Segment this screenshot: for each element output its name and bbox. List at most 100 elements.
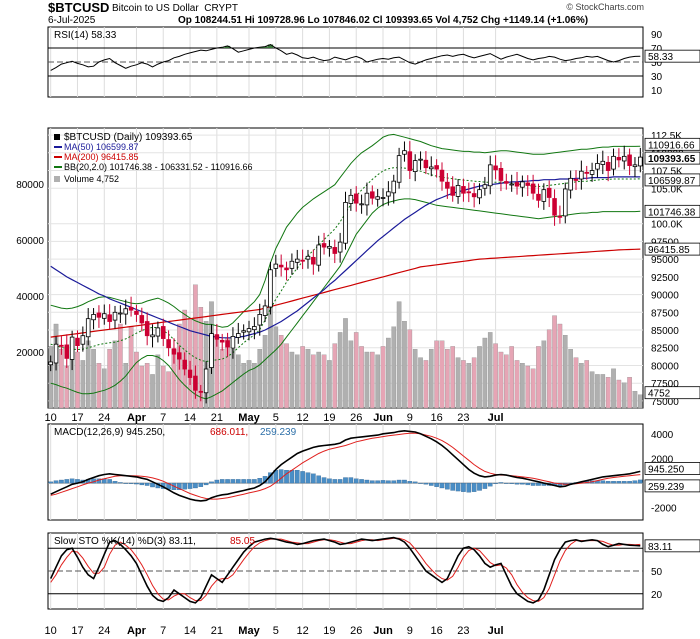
macd-histogram-bar — [632, 480, 638, 484]
volume-bar — [160, 365, 166, 409]
volume-bar — [525, 365, 531, 409]
ma50-line — [50, 176, 641, 339]
candle-body — [504, 181, 509, 184]
x-tick-label-bottom: May — [238, 625, 260, 637]
volume-bar — [589, 371, 595, 409]
legend-swatch-bb — [54, 166, 62, 168]
chart-date: 6-Jul-2025 — [48, 15, 96, 26]
x-tick-label-bottom: 17 — [71, 625, 83, 637]
marker-ma50-box — [644, 173, 700, 187]
candle-body — [487, 164, 493, 187]
macd-value-label: 945.250 — [648, 464, 685, 475]
candle-body — [466, 191, 472, 194]
macd-histogram-bar — [278, 469, 284, 484]
macd-histogram-bar — [118, 482, 123, 484]
volume-tick-label: 20000 — [16, 348, 44, 359]
candle-body — [305, 255, 311, 260]
volume-bar — [536, 346, 541, 409]
macd-signal-line — [50, 432, 641, 500]
price-legend-title: $BTCUSD (Daily) 109393.65 — [64, 132, 193, 143]
candle-body — [434, 165, 439, 170]
x-tick-label: 12 — [296, 412, 308, 424]
volume-legend: Volume 4,752 — [64, 174, 119, 184]
candle-body — [455, 185, 461, 197]
volume-bar — [562, 335, 568, 409]
volume-bar — [611, 368, 616, 409]
candle-body — [112, 311, 118, 321]
macd-tick-label: 4000 — [651, 430, 674, 441]
price-tick-label: 95000 — [651, 255, 679, 266]
x-tick-label: 26 — [350, 412, 362, 424]
macd-histogram-bar — [219, 479, 225, 484]
volume-bar — [627, 377, 632, 409]
marker-bb-upper: 110916.66 — [648, 140, 695, 151]
candle-body — [128, 306, 134, 311]
candle-body — [536, 193, 541, 201]
macd-histogram-bar — [611, 481, 616, 484]
price-tick-label: 92500 — [651, 273, 679, 284]
candle-body — [59, 344, 64, 347]
marker-close-box — [644, 151, 700, 165]
price-tick-label: 77500 — [651, 379, 679, 390]
volume-bar — [359, 346, 364, 409]
candle-body — [632, 164, 638, 168]
x-tick-label-bottom: Jul — [488, 625, 504, 637]
volume-bar — [568, 349, 573, 409]
candle-body — [294, 258, 300, 263]
watermark: © StockCharts.com — [566, 2, 644, 12]
macd-histogram-bar — [128, 482, 134, 484]
volume-bar — [439, 340, 445, 409]
candle-body — [166, 339, 171, 349]
candle-body — [80, 335, 86, 345]
macd-histogram-bar — [321, 477, 327, 484]
x-tick-label-bottom: Apr — [127, 625, 147, 637]
x-tick-label: 7 — [160, 412, 166, 424]
volume-tick-label: 60000 — [16, 236, 44, 247]
macd-histogram-bar — [380, 480, 386, 484]
candle-body — [144, 321, 150, 337]
x-tick-label-bottom: 7 — [160, 625, 166, 637]
rsi-tick-label: 10 — [651, 86, 663, 97]
volume-bar — [605, 377, 611, 409]
volume-bar — [289, 351, 295, 409]
volume-bar — [375, 354, 380, 409]
sto-tick-label: 50 — [651, 567, 663, 578]
macd-histogram-bar — [504, 482, 509, 484]
macd-histogram-bar — [289, 470, 295, 484]
volume-bar — [284, 343, 289, 409]
x-tick-label: Jun — [373, 412, 393, 424]
macd-histogram-bar — [450, 482, 456, 491]
volume-bar — [139, 365, 145, 409]
macd-histogram-bar — [316, 475, 321, 484]
x-tick-label-bottom: Jun — [373, 625, 393, 637]
volume-bar — [504, 354, 509, 409]
candle-body — [391, 180, 397, 194]
macd-histogram-bar — [241, 479, 246, 484]
candle-body — [359, 203, 364, 206]
candle-body — [396, 155, 402, 183]
volume-bar — [412, 349, 418, 409]
candle-body — [246, 328, 252, 333]
macd-legend-signal: 686.011, — [210, 427, 248, 438]
volume-bar — [541, 340, 547, 409]
volume-bar — [273, 326, 279, 409]
candle-body — [595, 163, 600, 170]
candle-body — [616, 157, 622, 161]
volume-bar — [198, 307, 204, 409]
macd-hist-label-box — [644, 479, 700, 493]
macd-histogram-bar — [59, 479, 64, 484]
candle-body — [64, 344, 70, 359]
candle-body — [75, 337, 80, 347]
volume-bar — [75, 351, 80, 409]
candle-body — [219, 339, 225, 343]
volume-bar — [241, 363, 246, 409]
volume-bar — [112, 340, 118, 409]
sto-tick-label: 20 — [651, 590, 663, 601]
candle-body — [525, 182, 531, 186]
candle-body — [155, 327, 161, 337]
symbol-name: Bitcoin to US Dollar CRYPT — [112, 3, 238, 14]
candle-body — [203, 368, 209, 394]
macd-tick-label: -2000 — [651, 504, 677, 515]
candle-body — [284, 267, 289, 271]
